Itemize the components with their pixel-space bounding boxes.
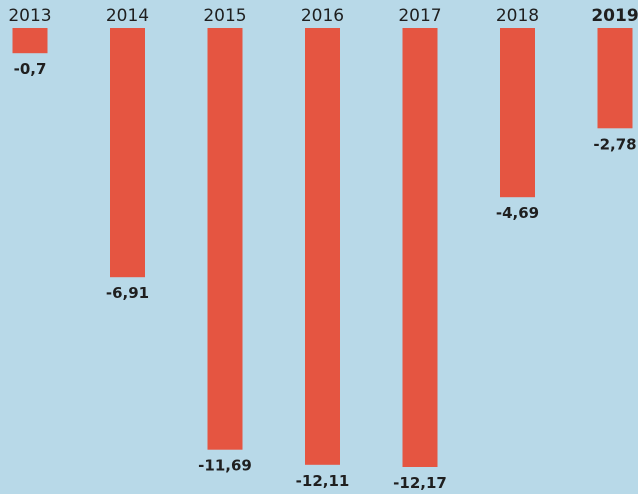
value-label-2014: -6,91: [106, 284, 149, 302]
value-label-2017: -12,17: [393, 474, 447, 492]
bar-2015: [207, 28, 243, 450]
value-label-2015: -11,69: [198, 457, 252, 475]
category-label-2018: 2018: [496, 6, 539, 26]
bars-group: [12, 28, 633, 467]
category-label-2017: 2017: [398, 6, 441, 26]
bar-2019: [597, 28, 633, 129]
value-label-2016: -12,11: [296, 472, 350, 490]
value-label-2013: -0,7: [14, 60, 47, 78]
category-label-2015: 2015: [203, 6, 246, 26]
bar-2016: [305, 28, 340, 465]
bar-2017: [402, 28, 438, 467]
value-label-2018: -4,69: [496, 204, 539, 222]
category-labels-group: 2013 2014 2015 2016 2017 2018 2019: [8, 6, 638, 26]
bar-2018: [500, 28, 535, 198]
bar-2014: [110, 28, 145, 278]
category-label-2019: 2019: [591, 6, 638, 26]
value-labels-group: -0,7 -6,91 -11,69 -12,11 -12,17 -4,69 -2,78: [14, 60, 637, 492]
category-label-2013: 2013: [8, 6, 51, 26]
category-label-2014: 2014: [106, 6, 149, 26]
category-label-2016: 2016: [301, 6, 344, 26]
bar-2013: [12, 28, 48, 54]
value-label-2019: -2,78: [593, 135, 636, 153]
